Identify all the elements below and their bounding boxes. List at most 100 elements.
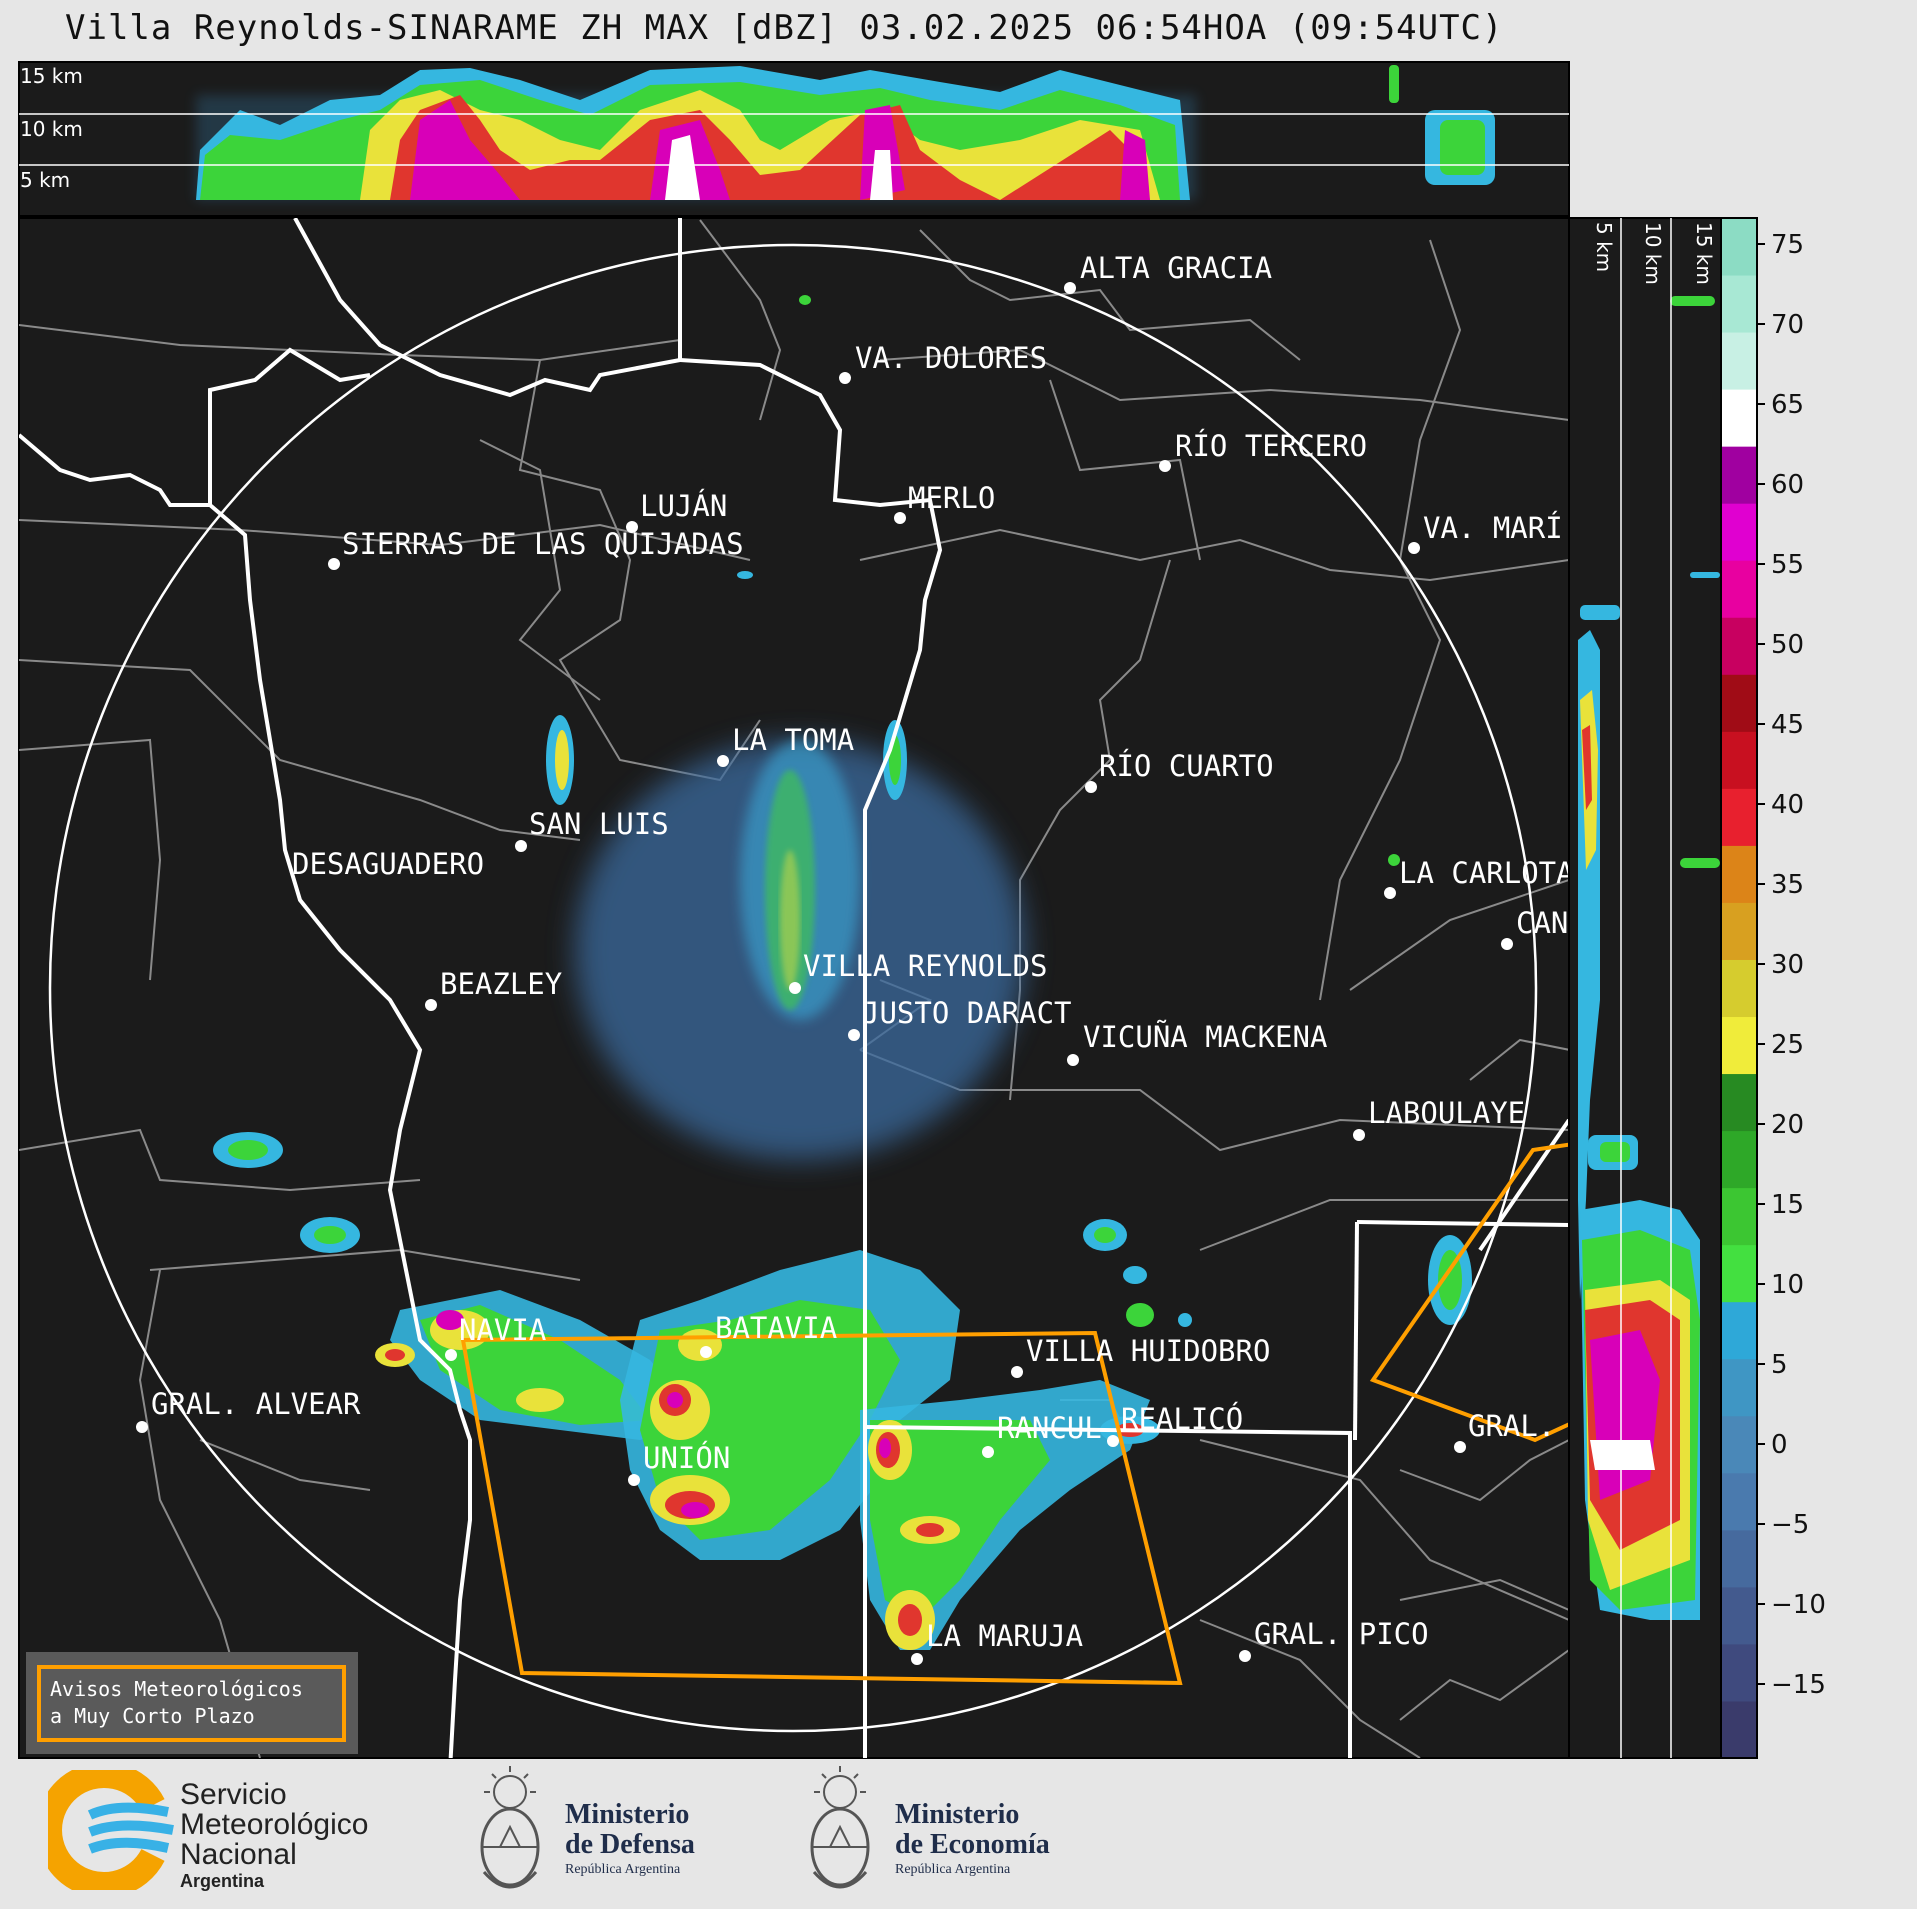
city-dot bbox=[1011, 1366, 1023, 1378]
defensa-line1: Ministerio bbox=[565, 1799, 690, 1830]
city-label: ALTA GRACIA bbox=[1080, 251, 1272, 285]
city-dot bbox=[911, 1653, 923, 1665]
colorbar-tick-label: 20 bbox=[1771, 1110, 1804, 1140]
warning-legend: Avisos Meteorológicos a Muy Corto Plazo bbox=[26, 1652, 358, 1754]
city-dot bbox=[1067, 1054, 1079, 1066]
city-dot bbox=[1501, 938, 1513, 950]
city-dot bbox=[848, 1029, 860, 1041]
city-dot bbox=[1239, 1650, 1251, 1662]
colorbar-band bbox=[1721, 275, 1757, 333]
city-dot bbox=[717, 755, 729, 767]
top-label-5km: 5 km bbox=[20, 168, 70, 192]
city-marker: VILLA REYNOLDS bbox=[789, 949, 1047, 994]
colorbar-band bbox=[1721, 1415, 1757, 1474]
colorbar-band bbox=[1721, 503, 1757, 561]
department-borders bbox=[19, 219, 1569, 1758]
city-dot bbox=[1384, 887, 1396, 899]
city-marker: LABOULAYE bbox=[1353, 1096, 1525, 1141]
top-label-15km: 15 km bbox=[20, 64, 83, 88]
city-label: LA TOMA bbox=[732, 723, 854, 757]
city-marker: UNIÓN bbox=[628, 1441, 730, 1486]
city-marker: SAN LUIS bbox=[515, 807, 669, 852]
city-label: VA. DOLORES bbox=[855, 341, 1047, 375]
city-marker: CAN bbox=[1501, 906, 1568, 950]
city-label: NAVIA bbox=[459, 1313, 546, 1347]
city-marker: SIERRAS DE LAS QUIJADAS bbox=[328, 527, 744, 570]
colorbar-tick-label: 10 bbox=[1771, 1270, 1804, 1300]
colorbar-tick-label: 70 bbox=[1771, 310, 1804, 340]
defensa-line2: de Defensa bbox=[565, 1829, 695, 1860]
defensa-logo: Ministerio de Defensa República Argentin… bbox=[470, 1762, 695, 1906]
main-map-panel: ALTA GRACIA VA. DOLORES RÍO TERCERO LUJÁN ME… bbox=[18, 217, 1574, 1759]
city-marker: ALTA GRACIA bbox=[1064, 251, 1272, 294]
colorbar-band bbox=[1721, 902, 1757, 960]
colorbar-tick-label: 30 bbox=[1771, 950, 1804, 980]
city-dot bbox=[789, 982, 801, 994]
city-markers: ALTA GRACIA VA. DOLORES RÍO TERCERO LUJÁN ME… bbox=[136, 251, 1574, 1665]
city-dot bbox=[136, 1421, 148, 1433]
side-height-panel: 5 km 10 km 15 km bbox=[1568, 217, 1722, 1759]
city-marker: BATAVIA bbox=[700, 1311, 837, 1358]
colorbar-band bbox=[1721, 560, 1757, 618]
city-label: LA MARUJA bbox=[926, 1619, 1083, 1653]
top-panel-echoes bbox=[196, 65, 1495, 200]
colorbar-band bbox=[1721, 446, 1757, 504]
city-label: DESAGUADERO bbox=[292, 847, 484, 881]
colorbar-tick-label: 5 bbox=[1771, 1350, 1788, 1380]
city-label: GRAL. bbox=[1468, 1409, 1555, 1443]
map-title: Villa Reynolds-SINARAME ZH MAX [dBZ] 03.… bbox=[65, 8, 1504, 48]
city-dot bbox=[425, 999, 437, 1011]
argentina-coat-of-arms-icon bbox=[480, 1766, 540, 1889]
city-label: LABOULAYE bbox=[1368, 1096, 1525, 1130]
colorbar-band bbox=[1721, 617, 1757, 675]
radar-figure: 15 km 10 km 5 km bbox=[18, 61, 1826, 1759]
argentina-coat-of-arms-icon bbox=[810, 1766, 870, 1889]
colorbar-band bbox=[1721, 1130, 1757, 1189]
colorbar-band bbox=[1721, 845, 1757, 903]
smn-line3: Nacional bbox=[180, 1838, 297, 1871]
colorbar-band bbox=[1721, 332, 1757, 390]
city-dot bbox=[1107, 1435, 1119, 1447]
city-marker: JUSTO DARACT bbox=[848, 996, 1072, 1041]
smn-emblem-icon bbox=[36, 1762, 174, 1898]
colorbar-band bbox=[1721, 1187, 1757, 1246]
colorbar-band bbox=[1721, 1700, 1757, 1759]
city-marker: VA. DOLORES bbox=[839, 341, 1047, 384]
colorbar-band bbox=[1721, 218, 1757, 276]
economia-line1: Ministerio bbox=[895, 1799, 1020, 1830]
city-label: LA CARLOTA bbox=[1399, 856, 1574, 890]
city-label: CAN bbox=[1516, 906, 1568, 940]
city-label: LUJÁN bbox=[640, 489, 727, 523]
smn-line1: Servicio bbox=[180, 1778, 287, 1811]
colorbar-band bbox=[1721, 788, 1757, 846]
colorbar-band bbox=[1721, 1301, 1757, 1360]
colorbar-tick-label: 50 bbox=[1771, 630, 1804, 660]
colorbar-band bbox=[1721, 731, 1757, 789]
colorbar-tick-label: −10 bbox=[1771, 1590, 1826, 1620]
city-label: MERLO bbox=[908, 481, 995, 515]
colorbar-band bbox=[1721, 1529, 1757, 1588]
city-marker: RANCUL bbox=[982, 1411, 1102, 1458]
economia-line3: República Argentina bbox=[895, 1862, 1011, 1877]
city-marker: GRAL. ALVEAR bbox=[136, 1387, 361, 1433]
city-marker: GRAL. PICO bbox=[1239, 1617, 1429, 1662]
colorbar-tick-label: 65 bbox=[1771, 390, 1804, 420]
colorbar-tick-label: 35 bbox=[1771, 870, 1804, 900]
city-marker: LA TOMA bbox=[717, 723, 854, 767]
city-dot bbox=[445, 1349, 457, 1361]
city-label: GRAL. ALVEAR bbox=[151, 1387, 361, 1421]
city-dot bbox=[1085, 781, 1097, 793]
city-label: REALICÓ bbox=[1121, 1402, 1243, 1436]
colorbar-tick-label: 55 bbox=[1771, 550, 1804, 580]
city-dot bbox=[515, 840, 527, 852]
smn-logo: Servicio Meteorológico Nacional Argentin… bbox=[36, 1762, 368, 1898]
range-ring bbox=[48, 243, 1538, 1733]
city-dot bbox=[626, 521, 638, 533]
city-marker: RÍO CUARTO bbox=[1085, 749, 1274, 793]
city-label: VA. MARÍ bbox=[1423, 511, 1563, 545]
city-dot bbox=[1353, 1129, 1365, 1141]
smn-line2: Meteorológico bbox=[180, 1808, 369, 1841]
side-label-15km: 15 km bbox=[1692, 222, 1716, 285]
side-label-10km: 10 km bbox=[1641, 222, 1665, 285]
